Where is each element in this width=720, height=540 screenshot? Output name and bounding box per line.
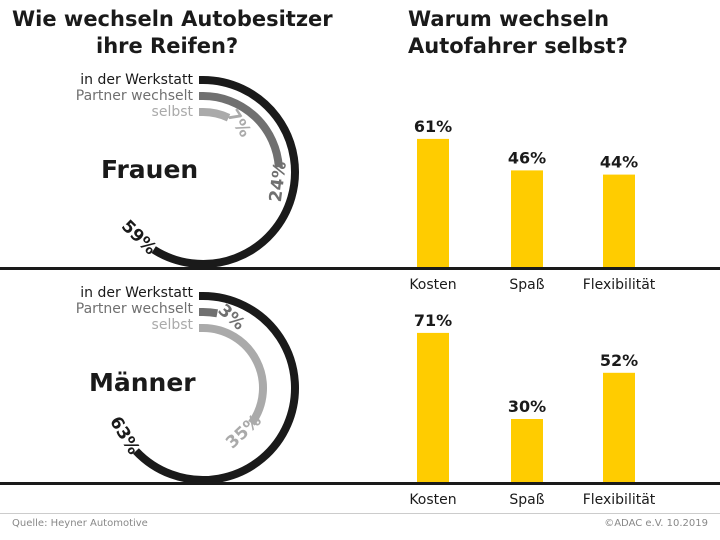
credit-text: ©ADAC e.V. 10.2019: [604, 518, 708, 529]
bar-category-label: Spaß: [509, 277, 544, 293]
bar-value-label: 30%: [508, 397, 546, 416]
group-label-maenner: Männer: [89, 368, 196, 397]
legend-partner-frauen: Partner wechselt: [75, 88, 193, 104]
bar-category-label: Spaß: [509, 492, 544, 508]
arc-maenner-2: [199, 324, 267, 426]
group-label-frauen: Frauen: [101, 155, 199, 184]
bar-Kosten: [417, 332, 449, 482]
bar-Flexibilität: [603, 174, 635, 267]
bar-Spaß: [511, 419, 543, 482]
divider-maenner: [0, 482, 720, 485]
divider-frauen: [0, 267, 720, 270]
bar-category-label: Flexibilität: [583, 492, 656, 508]
bar-Spaß: [511, 170, 543, 267]
bar-value-label: 61%: [414, 117, 452, 136]
legend-selbst-maenner: selbst: [151, 317, 193, 333]
left-title-line-1: Wie wechseln Autobesitzer: [12, 7, 333, 31]
bar-value-label: 71%: [414, 311, 452, 330]
source-text: Quelle: Heyner Automotive: [12, 518, 148, 529]
arc-frauen-2: [199, 108, 231, 122]
bar-value-label: 52%: [600, 351, 638, 370]
bar-value-label: 46%: [508, 148, 546, 167]
bar-category-label: Flexibilität: [583, 277, 656, 293]
arc-maenner-0: [133, 292, 299, 484]
left-title-line-2: ihre Reifen?: [96, 34, 239, 58]
footer-divider: [0, 513, 720, 514]
right-title-line-1: Warum wechseln: [408, 7, 610, 31]
bar-Flexibilität: [603, 372, 635, 482]
legend-werkstatt-maenner: in der Werkstatt: [80, 285, 193, 301]
legend-selbst-frauen: selbst: [151, 104, 193, 120]
bar-category-label: Kosten: [409, 277, 456, 293]
legend-werkstatt-frauen: in der Werkstatt: [80, 72, 193, 88]
arc-frauen-1: [199, 92, 283, 168]
arc-maenner-1: [199, 308, 218, 318]
bar-value-label: 44%: [600, 153, 638, 172]
arc-frauen-0: [151, 76, 299, 268]
legend-partner-maenner: Partner wechselt: [75, 301, 193, 317]
bar-Kosten: [417, 138, 449, 267]
right-title-line-2: Autofahrer selbst?: [408, 34, 628, 58]
bar-category-label: Kosten: [409, 492, 456, 508]
arc-value-label: 24%: [266, 160, 291, 203]
